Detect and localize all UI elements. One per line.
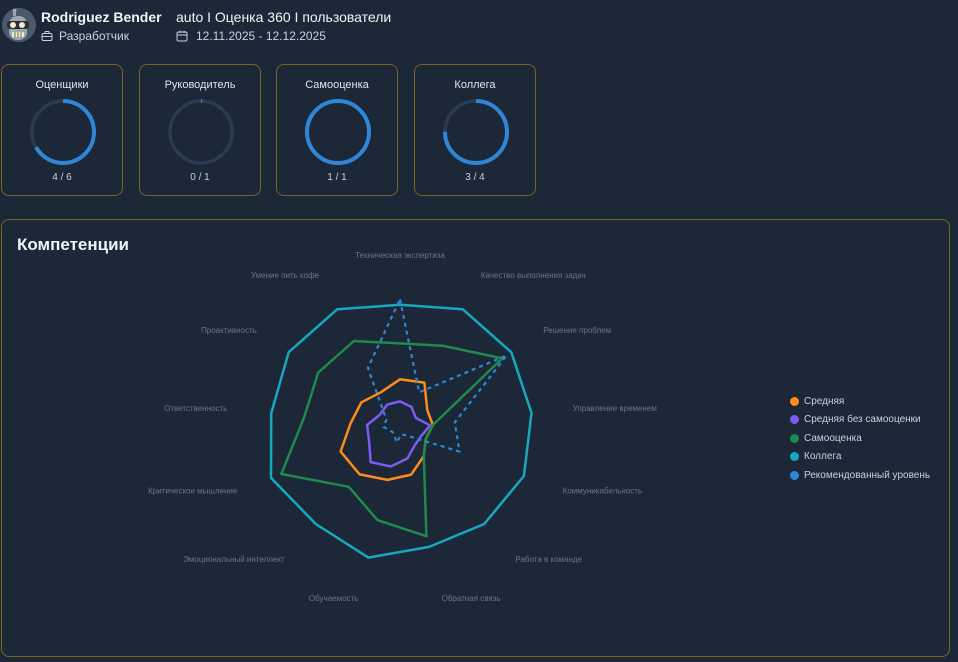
card-count: 0 / 1 [190, 172, 210, 183]
legend-label: Рекомендованный уровень [804, 469, 931, 481]
radar-chart: Техническая экспертиза Качество выполнени… [148, 251, 657, 603]
competencies-panel: Техническая экспертиза Качество выполнени… [1, 219, 950, 657]
period-label: 12.11.2025 - 12.12.2025 [196, 29, 326, 43]
axis-label: Работа в команде [515, 555, 582, 564]
survey-title: auto I Оценка 360 I пользователи [176, 9, 392, 25]
legend-label: Средняя [804, 395, 845, 407]
axis-label: Качество выполнения задач [481, 271, 586, 280]
axis-label: Эмоциональный интеллект [183, 555, 285, 564]
card-manager[interactable]: Руководитель 0 / 1 [139, 64, 261, 196]
progress-ring [30, 99, 96, 165]
ring-progress [443, 99, 509, 165]
series-line [365, 400, 432, 468]
card-count: 4 / 6 [52, 172, 72, 183]
legend-dot [790, 396, 799, 406]
axis-label: Критическое мышление [148, 487, 238, 496]
card-count: 1 / 1 [327, 172, 347, 183]
card-title: Оценщики [35, 79, 89, 91]
progress-ring [443, 99, 509, 165]
axis-label: Проактивность [201, 326, 257, 335]
axis-label: Коммуникабельность [563, 487, 642, 496]
card-title: Коллега [454, 79, 496, 91]
user-name: Rodriguez Bender [41, 9, 162, 25]
axis-label: Техническая экспертиза [355, 251, 445, 260]
ring-progress [168, 99, 234, 165]
legend-dot [790, 415, 799, 425]
legend-item[interactable]: Средняя без самооценки [790, 411, 930, 430]
ring-progress [305, 99, 371, 165]
axis-label: Обратная связь [442, 594, 501, 603]
card-colleague[interactable]: Коллега 3 / 4 [414, 64, 536, 196]
progress-ring [168, 99, 234, 165]
legend-label: Средняя без самооценки [804, 414, 921, 426]
survey-period: 12.11.2025 - 12.12.2025 [176, 29, 326, 43]
legend-label: Коллега [804, 451, 842, 463]
legend-item[interactable]: Коллега [790, 448, 930, 467]
card-title: Самооценка [305, 79, 369, 91]
axis-label: Решение проблем [543, 326, 611, 335]
card-title: Руководитель [164, 79, 236, 91]
calendar-icon [176, 30, 188, 42]
series-line [280, 339, 504, 538]
legend-item[interactable]: Средняя [790, 392, 930, 411]
chart-legend: Средняя Средняя без самооценки Самооценка К… [790, 392, 930, 485]
user-role: Разработчик [41, 29, 129, 43]
legend-item[interactable]: Рекомендованный уровень [790, 466, 930, 485]
legend-dot [790, 470, 799, 480]
axis-label: Умение пить кофе [251, 271, 320, 280]
series-line [366, 298, 508, 453]
briefcase-icon [41, 31, 53, 41]
axis-label: Ответственность [164, 404, 227, 413]
profile-header: Rodriguez Bender Разработчик auto I Оцен… [0, 0, 958, 56]
card-count: 3 / 4 [465, 172, 485, 183]
axis-label: Обучаемость [309, 594, 358, 603]
legend-item[interactable]: Самооценка [790, 429, 930, 448]
series-line [269, 303, 533, 559]
card-evaluators[interactable]: Оценщики 4 / 6 [1, 64, 123, 196]
role-label: Разработчик [59, 29, 129, 43]
legend-dot [790, 452, 799, 462]
series-line [339, 378, 435, 482]
competencies-title: Компетенции [17, 235, 130, 254]
legend-label: Самооценка [804, 432, 862, 444]
axis-label: Управление временем [573, 404, 657, 413]
avatar[interactable] [2, 8, 36, 42]
legend-dot [790, 433, 799, 443]
progress-ring [305, 99, 371, 165]
ring-progress [30, 99, 96, 165]
ring-track [168, 99, 234, 165]
card-self-assessment[interactable]: Самооценка 1 / 1 [276, 64, 398, 196]
